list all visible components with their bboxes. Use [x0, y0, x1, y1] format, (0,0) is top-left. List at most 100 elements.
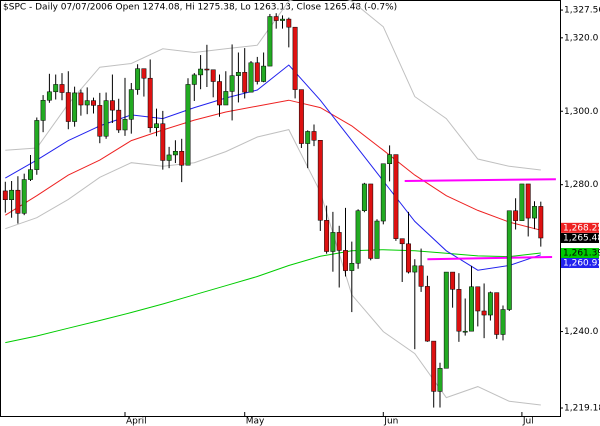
candle-body — [97, 105, 103, 137]
trend-line — [404, 178, 556, 182]
candle-body — [147, 77, 153, 129]
candle-body — [191, 74, 197, 85]
candle-body — [456, 289, 462, 332]
candle-body — [160, 123, 166, 161]
candle-body — [103, 100, 109, 137]
candle-body — [418, 265, 424, 287]
candle-body — [21, 179, 27, 214]
trend-line — [427, 256, 553, 261]
value-label: 1,260.92 — [563, 259, 600, 269]
candle-body — [355, 210, 361, 264]
candle-body — [242, 72, 248, 93]
candle-body — [424, 286, 430, 342]
candle-body — [65, 92, 71, 122]
x-tick-label: May — [246, 417, 265, 426]
candle-body — [298, 89, 304, 144]
candle-body — [235, 72, 241, 76]
value-label-box — [561, 222, 599, 233]
candle-body — [280, 18, 285, 21]
candle-body — [34, 120, 40, 170]
candle-body — [84, 100, 90, 106]
candle-body — [343, 250, 348, 271]
x-tick-label: April — [126, 417, 147, 426]
y-tick-label: 1,300.0 — [564, 107, 599, 117]
candle-body — [374, 220, 380, 259]
y-tick-label: 1,320.0 — [564, 33, 599, 43]
candle-body — [324, 220, 330, 252]
candle-body — [172, 151, 178, 156]
candle-body — [292, 26, 298, 90]
chart-title: $SPC - Daily 07/07/2006 Open 1274.08, Hi… — [3, 3, 397, 13]
value-label-box — [561, 232, 599, 243]
candle-body — [393, 154, 399, 239]
value-label: 1,265.48 — [563, 233, 600, 243]
candle-body — [128, 89, 134, 120]
candle-body — [412, 265, 418, 273]
candle-body — [248, 62, 254, 93]
candle-body — [519, 183, 525, 221]
value-label: 1,261.39 — [563, 249, 600, 259]
candle-body — [116, 109, 122, 131]
candle-body — [380, 163, 386, 222]
candle-body — [166, 154, 172, 161]
indicator-line — [5, 99, 541, 231]
candle-body — [506, 210, 512, 310]
plot-frame — [0, 0, 561, 417]
candle-body — [9, 189, 15, 200]
candle-body — [91, 100, 96, 106]
value-label-box — [561, 248, 599, 259]
candle-body — [15, 189, 21, 214]
indicator-line — [5, 0, 541, 171]
candle-body — [538, 206, 544, 239]
candle-body — [431, 340, 437, 392]
candle-body — [475, 286, 481, 312]
y-tick-label: 1,327.56 — [564, 6, 600, 16]
candle-body — [141, 68, 147, 79]
candle-body — [481, 310, 487, 316]
candle-body — [229, 75, 235, 92]
y-tick-label: 1,280.0 — [564, 180, 599, 190]
candle-body — [78, 92, 84, 106]
candle-body — [179, 151, 185, 166]
y-tick-label: 1,219.18 — [564, 403, 600, 413]
candle-body — [450, 271, 456, 290]
candle-body — [135, 68, 141, 90]
value-label-box — [561, 258, 599, 269]
candle-body — [273, 16, 279, 21]
candle-body — [46, 91, 52, 101]
value-label: 1,268.25 — [563, 223, 600, 233]
candle-body — [532, 206, 537, 219]
candle-body — [28, 169, 33, 180]
candle-body — [311, 131, 317, 141]
y-tick-label: 1,240.0 — [564, 327, 599, 337]
candle-body — [500, 309, 506, 335]
candle-body — [254, 62, 260, 82]
candle-body — [122, 119, 128, 131]
candle-body — [305, 131, 311, 144]
plot — [2, 0, 556, 408]
candle-body — [361, 183, 367, 212]
candle-body — [217, 81, 222, 106]
candle-body — [513, 210, 519, 221]
candle-body — [2, 190, 8, 200]
candle-body — [387, 154, 393, 165]
candle-body — [317, 140, 323, 221]
candle-body — [210, 69, 216, 82]
candle-body — [336, 232, 342, 251]
candle-body — [185, 84, 191, 166]
candle-body — [443, 271, 449, 369]
candle-body — [487, 292, 493, 316]
x-tick-label: Jul — [522, 417, 534, 426]
candle-body — [109, 100, 115, 111]
candle-body — [462, 330, 468, 333]
candle-body — [53, 84, 59, 93]
candle-body — [286, 18, 292, 28]
candle-body — [469, 286, 474, 332]
candle-body — [154, 123, 159, 129]
candle-body — [349, 263, 355, 271]
candle-body — [59, 84, 65, 93]
candle-body — [40, 99, 46, 121]
candle-body — [494, 292, 500, 335]
x-tick-label: Jun — [383, 417, 398, 426]
